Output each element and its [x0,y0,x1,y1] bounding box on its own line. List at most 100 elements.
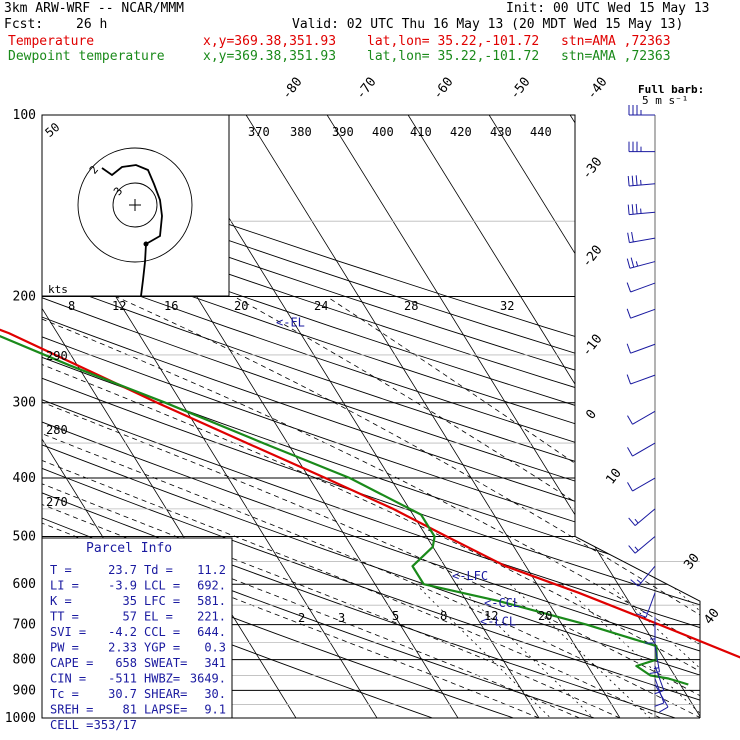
wind-barb-flag [630,257,635,268]
dry-adiabat [42,115,700,718]
wind-barb [626,343,656,354]
parcel-value: 221. [197,610,226,624]
parcel-label: YGP = [144,641,180,655]
dry-adiabat [42,115,700,718]
parcel-info-box [41,537,233,719]
wind-barb-half [653,667,659,670]
wind-barb [627,231,656,244]
valid-time: Valid: 02 UTC Thu 16 May 13 (20 MDT Wed … [292,17,684,32]
parcel-value: 658 [115,656,137,670]
dewpoint-profile [0,335,689,686]
wind-barb-flag [627,482,633,492]
isotherm [488,115,700,718]
parcel-label: TT = [50,610,79,624]
temperature-legend-xy: x,y=369.38,351.93 [203,34,337,49]
el-marker: <-EL [276,316,305,330]
theta-label: 440 [530,125,552,139]
wind-barb-flag [631,175,634,186]
wind-barb-flag [649,671,660,674]
wind-barb [628,508,656,526]
wind-barb-staff [630,374,656,385]
hodograph-trace [101,164,163,297]
parcel-value: 644. [197,625,226,639]
wind-barb-staff [632,410,656,425]
wind-barb-flag [635,175,638,186]
wind-barb-flag [627,232,630,243]
pressure-label-400: 400 [13,471,36,486]
wind-barb [627,410,656,425]
wind-barb [628,141,655,153]
mixing-ratio-label: 8 [440,609,447,623]
parcel-label: LI = [50,579,79,593]
dry-adiabat [42,115,700,718]
wind-barb [626,308,656,319]
pressure-label-600: 600 [13,577,36,592]
wind-barb-flag [635,203,638,214]
temperature-profile [0,328,740,659]
parcel-label: CAPE = [50,656,93,670]
parcel-value: 3649. [190,672,226,686]
dry-adiabat [42,115,700,718]
wind-barb-flag [630,579,639,587]
pressure-label-200: 200 [13,290,36,305]
mixing-ratio-label: 20 [538,609,552,623]
speed-tick-label: 20 [234,299,248,313]
parcel-value: 30. [204,687,226,701]
theta-left-label: 290 [46,349,68,363]
mixing-ratio-label: 5 [392,609,399,623]
lfc-marker: <-LFC [452,569,488,583]
mixing-ratio-line [509,583,664,718]
parcel-value: 9.1 [204,703,226,717]
parcel-label: SREH = [50,703,93,717]
theta-label: 390 [332,125,354,139]
wind-barb [627,203,656,216]
init-time: Init: 00 UTC Wed 15 May 13 [506,1,710,16]
mixing-ratio-label: 12 [484,609,498,623]
wind-barb-staff [630,308,656,319]
dry-adiabat [42,115,700,718]
wind-barb-flag [659,706,669,713]
parcel-value: 2.33 [108,641,137,655]
parcel-label: EL = [144,610,173,624]
pressure-label-500: 500 [13,529,36,544]
wind-barb-staff [632,442,656,457]
speed-tick-label: 32 [500,299,514,313]
theta-label: 400 [372,125,394,139]
wind-barb-flag [627,447,633,457]
speed-tick-label: 8 [68,299,75,313]
wind-barb [628,105,655,116]
speed-tick-label: 24 [314,299,328,313]
wind-barb-flag [627,204,630,215]
parcel-value: 341 [204,656,226,670]
parcel-label: SVI = [50,625,86,639]
dry-adiabat [42,115,700,718]
wind-barb-flag [636,613,647,618]
pressure-label-100: 100 [13,108,36,123]
moist-adiabat [42,296,540,718]
dewpoint-legend-latlon: lat,lon= 35.22,-101.72 [367,49,540,64]
wind-barb [626,374,656,385]
isotherm-label-top: -70 [353,75,379,103]
wind-barb-half [642,611,648,614]
parcel-label: T = [50,563,72,577]
parcel-label: CELL = [50,718,93,732]
parcel-value: -511 [108,672,137,686]
parcel-info-title: Parcel Info [86,541,172,556]
pressure-label-1000: 1000 [5,711,36,726]
parcel-value: 353/17 [94,718,137,732]
dry-adiabat [42,115,700,718]
model-title: 3km ARW-WRF -- NCAR/MMM [4,1,185,16]
isotherm [326,115,700,718]
parcel-value: 35 [123,594,137,608]
mixing-ratio-line [670,583,700,718]
isotherm-label-right: -10 [579,332,605,360]
dry-adiabat [42,115,700,718]
hodograph-marker [143,241,149,247]
forecast-hour: 26 h [76,17,108,32]
mixing-ratio-label: 2 [298,611,305,625]
wind-barb [627,477,656,492]
pressure-label-300: 300 [13,396,36,411]
pressure-label-700: 700 [13,618,36,633]
theta-label: 420 [450,125,472,139]
